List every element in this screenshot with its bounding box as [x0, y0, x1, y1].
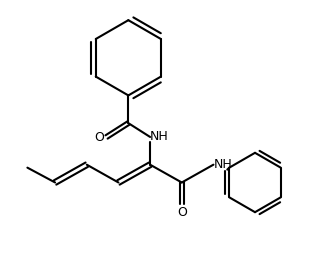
Text: O: O [177, 206, 187, 219]
Text: NH: NH [214, 158, 233, 171]
Text: NH: NH [150, 131, 168, 143]
Text: O: O [95, 132, 105, 144]
